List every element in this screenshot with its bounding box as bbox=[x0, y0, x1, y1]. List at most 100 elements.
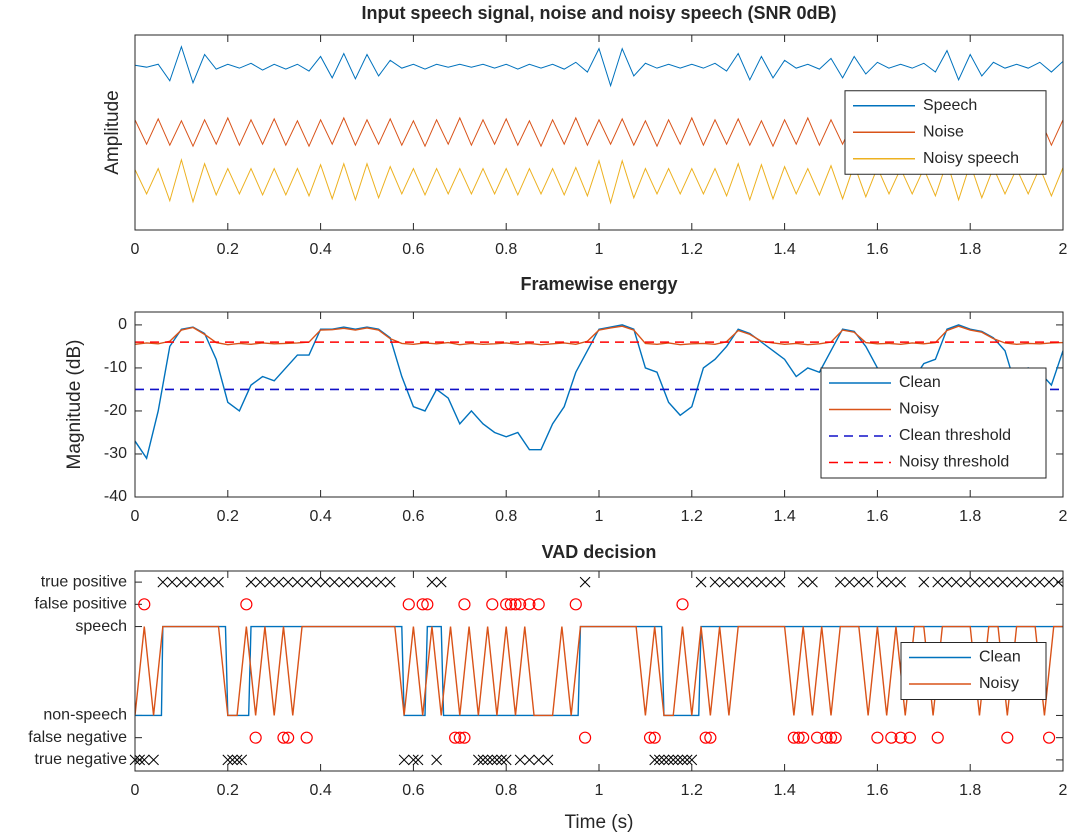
marker-circle bbox=[300, 731, 313, 744]
marker-cross bbox=[431, 754, 442, 766]
marker-cross bbox=[1006, 576, 1018, 588]
marker-cross bbox=[366, 576, 377, 588]
marker-cross bbox=[329, 576, 340, 588]
marker-cross bbox=[649, 754, 661, 766]
x-tick-label: 1.6 bbox=[866, 508, 888, 525]
series-line bbox=[135, 157, 1063, 205]
chart-title: Framewise energy bbox=[520, 274, 677, 294]
marker-cross bbox=[663, 754, 674, 766]
x-tick-label: 1.2 bbox=[681, 782, 703, 799]
marker-circle bbox=[402, 598, 415, 611]
x-tick-label: 1.8 bbox=[959, 782, 981, 799]
marker-circle bbox=[416, 598, 429, 611]
cross-stroke bbox=[653, 754, 665, 766]
marker-cross bbox=[1053, 576, 1064, 588]
x-tick-label: 0.2 bbox=[217, 508, 239, 525]
cross-stroke bbox=[347, 576, 359, 588]
cross-stroke bbox=[273, 576, 285, 588]
marker-cross bbox=[681, 754, 693, 766]
marker-circle bbox=[421, 598, 434, 611]
marker-cross bbox=[473, 754, 484, 766]
marker-cross bbox=[1025, 576, 1036, 588]
panel: Input speech signal, noise and noisy spe… bbox=[102, 3, 1068, 258]
cross-stroke bbox=[366, 576, 377, 588]
y-tick-label: -20 bbox=[104, 402, 127, 419]
cross-stroke bbox=[709, 576, 721, 588]
x-tick-label: 0.6 bbox=[402, 241, 424, 258]
x-tick-label: 1.8 bbox=[959, 241, 981, 258]
cross-stroke bbox=[737, 576, 749, 588]
cross-stroke bbox=[408, 754, 419, 766]
marker-circle bbox=[569, 598, 582, 611]
marker-cross bbox=[148, 754, 159, 766]
marker-circle bbox=[903, 731, 916, 744]
marker-cross bbox=[797, 576, 809, 588]
cross-stroke bbox=[853, 576, 865, 588]
marker-cross bbox=[834, 576, 846, 588]
cross-stroke bbox=[663, 754, 674, 766]
cross-stroke bbox=[426, 576, 438, 588]
marker-cross bbox=[157, 576, 169, 588]
y-tick-label: 0 bbox=[118, 316, 127, 333]
y-tick-label: false positive bbox=[35, 596, 128, 613]
panel: Framewise energy Magnitude (dB) 0 0.2 0.4 0.6… bbox=[64, 274, 1068, 525]
marker-circle bbox=[458, 731, 471, 744]
cross-stroke bbox=[834, 576, 846, 588]
cross-stroke bbox=[398, 754, 410, 766]
series-line bbox=[135, 45, 1063, 88]
cross-stroke bbox=[1006, 576, 1018, 588]
cross-stroke bbox=[649, 754, 661, 766]
marker-circle bbox=[885, 731, 898, 744]
cross-stroke bbox=[231, 754, 243, 766]
marker-cross bbox=[774, 576, 786, 588]
cross-stroke bbox=[746, 576, 758, 588]
cross-stroke bbox=[728, 576, 739, 588]
x-tick-label: 2 bbox=[1059, 241, 1068, 258]
x-tick-label: 0.2 bbox=[217, 241, 239, 258]
axes-box bbox=[134, 311, 1064, 498]
marker-cross bbox=[658, 754, 670, 766]
marker-circle bbox=[453, 731, 466, 744]
marker-cross bbox=[264, 576, 275, 588]
marker-cross bbox=[398, 754, 410, 766]
x-tick-label: 0 bbox=[131, 508, 140, 525]
marker-cross bbox=[709, 576, 721, 588]
cross-stroke bbox=[978, 576, 990, 588]
marker-cross bbox=[347, 576, 359, 588]
marker-cross bbox=[254, 576, 266, 588]
marker-circle bbox=[1001, 731, 1014, 744]
marker-circle bbox=[458, 598, 471, 611]
x-tick-label: 1.8 bbox=[959, 508, 981, 525]
y-axis-label: Amplitude bbox=[102, 90, 123, 175]
cross-stroke bbox=[486, 754, 498, 766]
cross-stroke bbox=[148, 754, 159, 766]
y-tick-label: -30 bbox=[104, 445, 127, 462]
marker-cross bbox=[672, 754, 684, 766]
marker-cross bbox=[412, 754, 424, 766]
cross-stroke bbox=[797, 576, 809, 588]
marker-cross bbox=[677, 754, 688, 766]
marker-cross bbox=[222, 754, 234, 766]
marker-cross bbox=[918, 576, 930, 588]
marker-cross bbox=[969, 576, 981, 588]
cross-stroke bbox=[473, 754, 484, 766]
x-axis-label: Time (s) bbox=[565, 812, 634, 833]
marker-cross bbox=[960, 576, 971, 588]
marker-cross bbox=[227, 754, 238, 766]
x-tick-label: 0 bbox=[131, 782, 140, 799]
marker-cross bbox=[895, 576, 906, 588]
marker-circle bbox=[704, 731, 717, 744]
marker-cross bbox=[728, 576, 739, 588]
cross-stroke bbox=[885, 576, 897, 588]
marker-cross bbox=[213, 576, 224, 588]
marker-cross bbox=[1034, 576, 1046, 588]
cross-stroke bbox=[357, 576, 368, 588]
cross-stroke bbox=[301, 576, 313, 588]
marker-circle bbox=[486, 598, 499, 611]
marker-cross bbox=[338, 576, 350, 588]
cross-stroke bbox=[579, 576, 591, 588]
marker-cross bbox=[988, 576, 999, 588]
legend-label: Noisy threshold bbox=[899, 454, 1009, 471]
x-tick-label: 0.4 bbox=[309, 508, 331, 525]
cross-stroke bbox=[435, 576, 447, 588]
